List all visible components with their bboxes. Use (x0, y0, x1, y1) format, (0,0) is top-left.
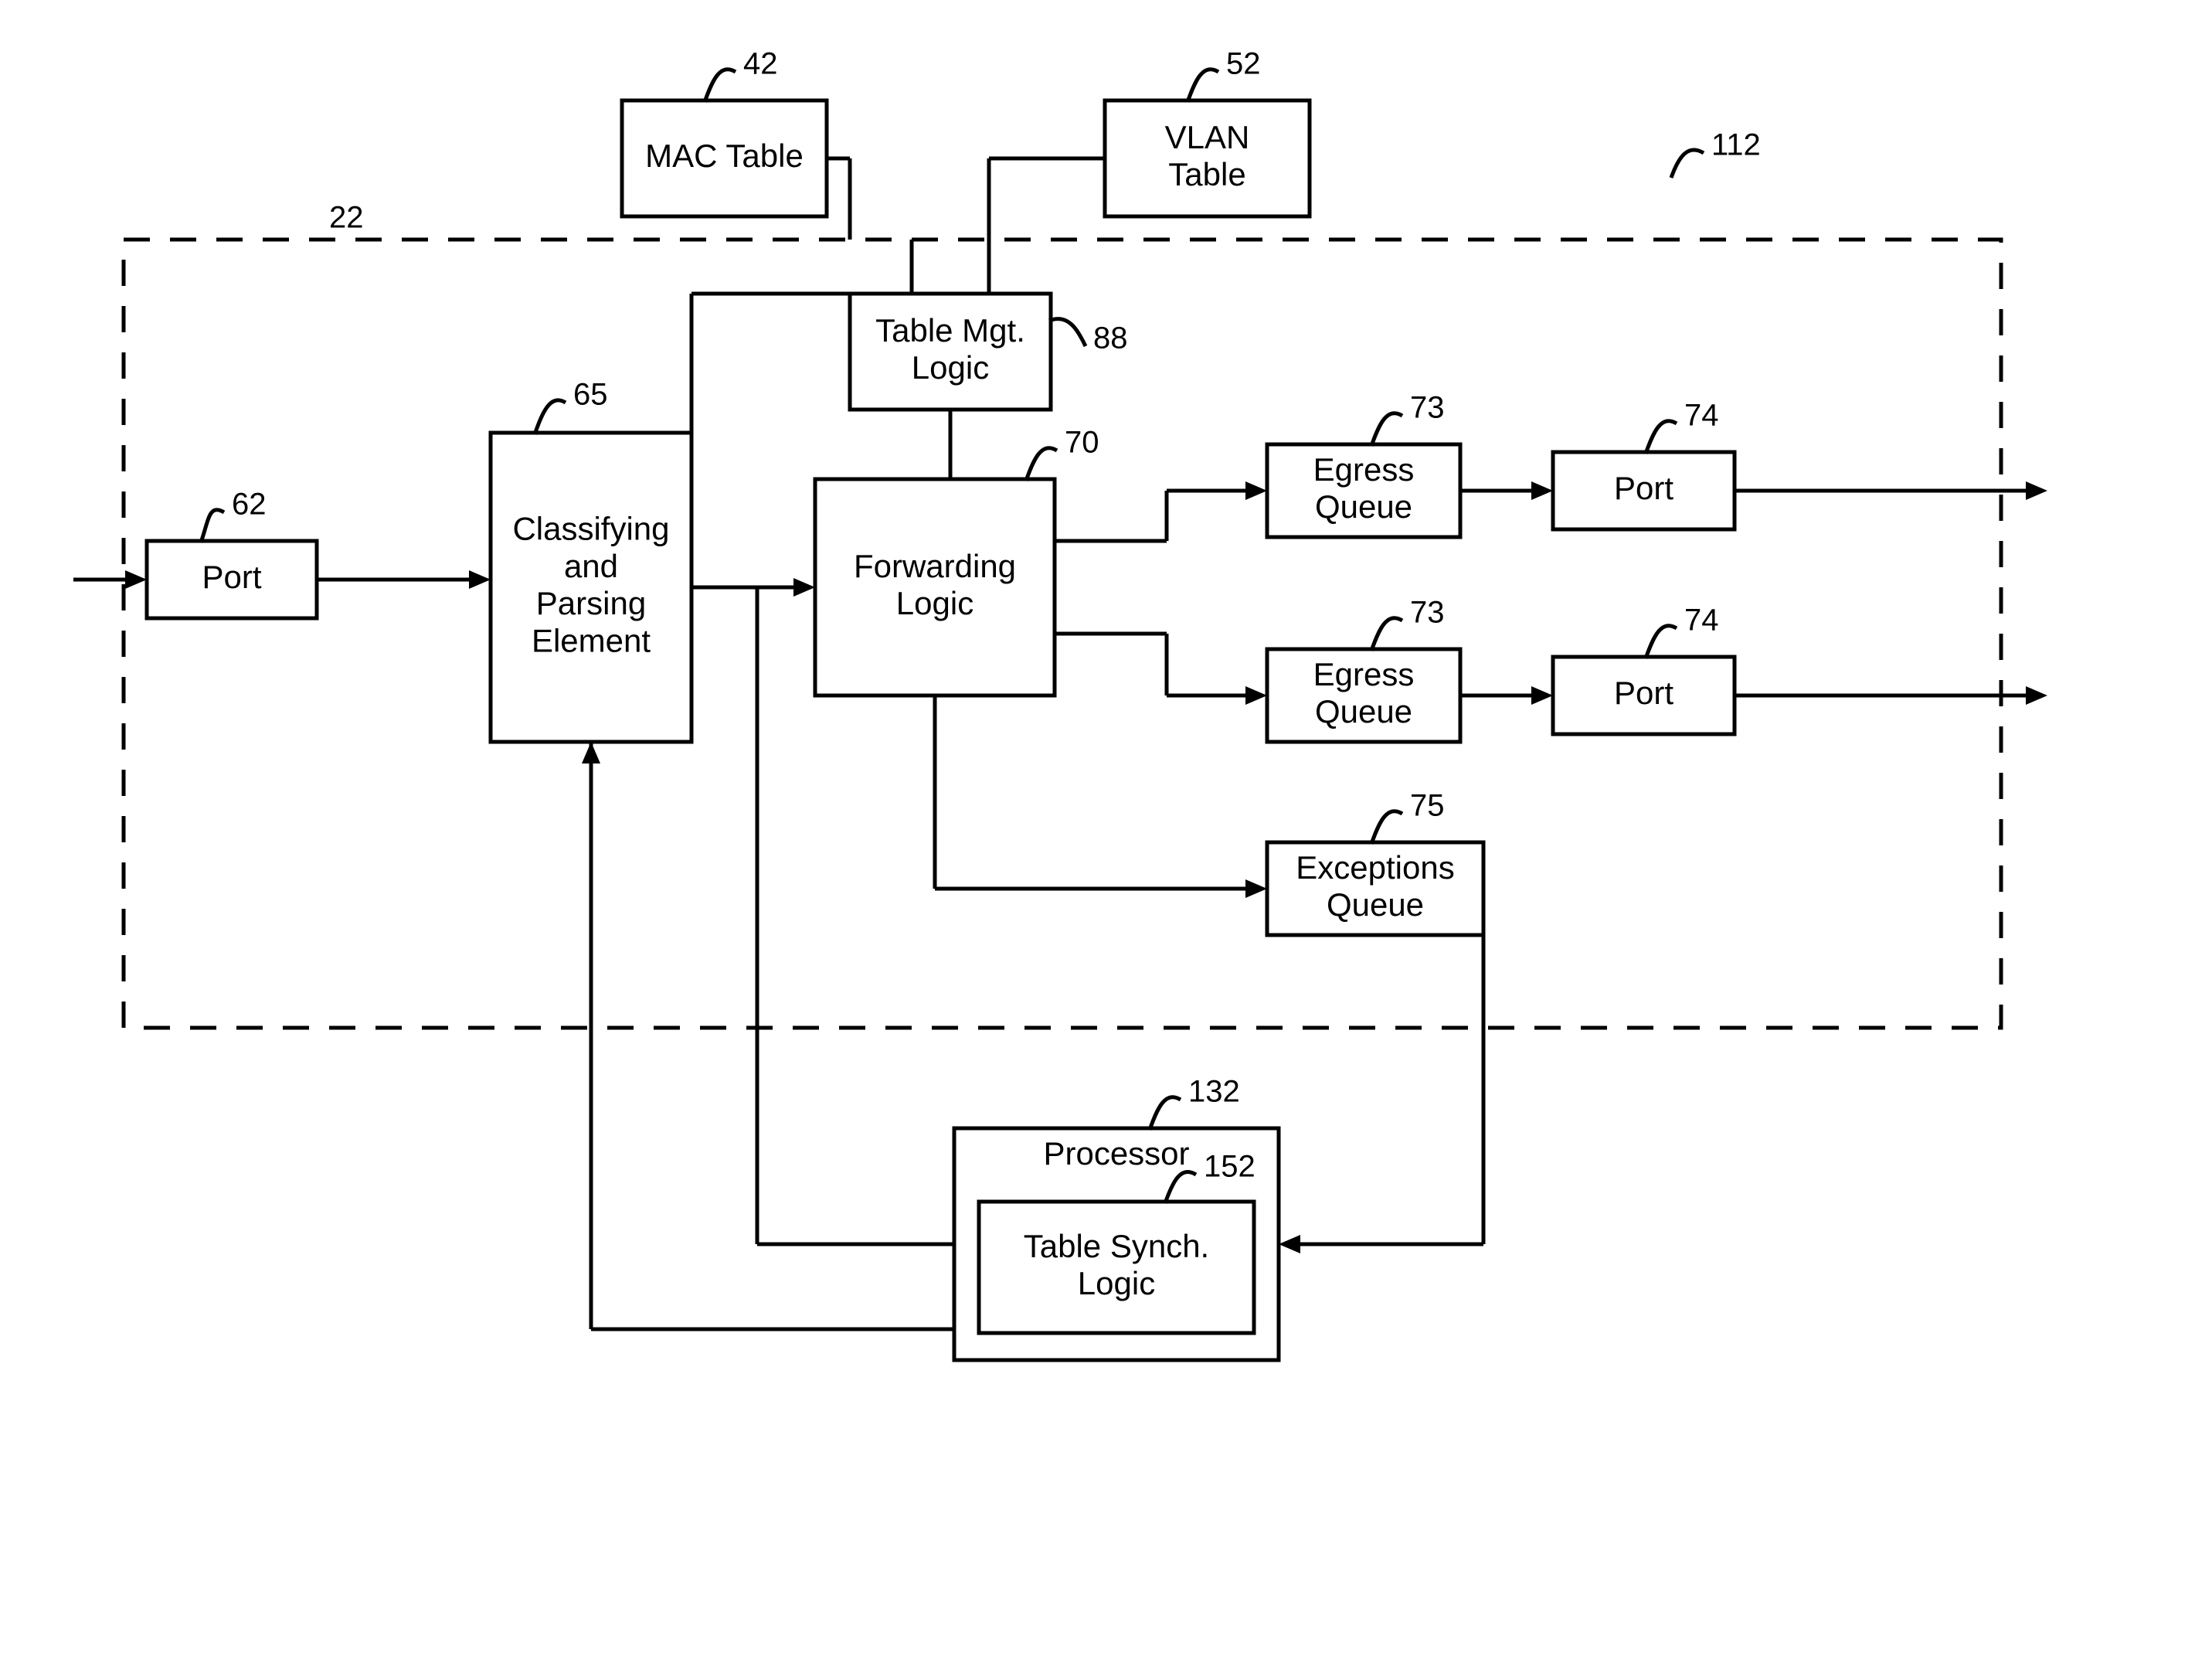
vlan_table-label-1: Table (1168, 156, 1245, 192)
ref-label: 42 (743, 47, 778, 81)
mac_table-label-0: MAC Table (645, 138, 804, 174)
forwarding-label-0: Forwarding (854, 548, 1016, 584)
block-diagram: MAC TableVLANTableTable Mgt.LogicPortCla… (0, 0, 2212, 1663)
ref-label: 52 (1226, 47, 1261, 81)
ref-label: 74 (1684, 604, 1719, 638)
port_in-label-0: Port (202, 559, 261, 595)
port_out1-label-0: Port (1614, 470, 1673, 506)
ref-label: 70 (1065, 426, 1099, 460)
ref-label: 74 (1684, 399, 1719, 433)
ref-label: 75 (1410, 789, 1445, 823)
egress_q2-label-0: Egress (1313, 656, 1415, 692)
table_synch-label-0: Table Synch. (1024, 1228, 1209, 1264)
ref-label: 132 (1188, 1075, 1240, 1109)
forwarding-label-1: Logic (896, 585, 973, 621)
ref-label: 112 (1711, 128, 1761, 162)
processor-title: Processor (1043, 1135, 1189, 1172)
egress_q2-label-1: Queue (1315, 693, 1412, 729)
vlan_table-label-0: VLAN (1165, 119, 1250, 155)
ref-label: 73 (1410, 596, 1445, 630)
egress_q1-label-1: Queue (1315, 488, 1412, 525)
ref-label: 62 (232, 488, 267, 522)
classify-label-0: Classifying (512, 511, 669, 547)
ref-label: 73 (1410, 391, 1445, 425)
classify-label-2: Parsing (536, 585, 646, 621)
exceptions-label-1: Queue (1327, 886, 1424, 923)
ref-label: 65 (573, 378, 608, 412)
exceptions-label-0: Exceptions (1296, 849, 1454, 886)
table_mgt-label-1: Logic (912, 349, 989, 386)
classify-label-3: Element (532, 623, 651, 659)
table_mgt-label-0: Table Mgt. (875, 312, 1025, 349)
table_synch-label-1: Logic (1078, 1265, 1155, 1301)
port_out2-label-0: Port (1614, 675, 1673, 711)
ref-label: 88 (1093, 321, 1128, 355)
classify-label-1: and (564, 548, 618, 584)
ref-label: 22 (329, 201, 364, 235)
egress_q1-label-0: Egress (1313, 451, 1415, 488)
ref-label: 152 (1204, 1150, 1256, 1184)
